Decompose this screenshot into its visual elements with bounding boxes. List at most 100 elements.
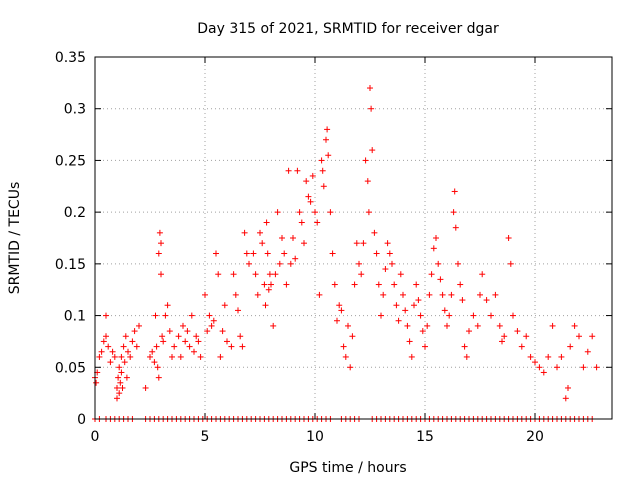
data-point [360, 240, 367, 247]
data-point [518, 343, 525, 350]
data-point [171, 343, 178, 350]
data-point [281, 250, 288, 257]
data-point [237, 333, 244, 340]
data-point [246, 260, 252, 267]
data-point [142, 384, 149, 391]
data-point [309, 172, 316, 179]
data-point [419, 328, 426, 335]
data-point [356, 260, 362, 267]
data-point [239, 343, 246, 350]
x-tick-label: 20 [526, 429, 544, 445]
data-point [451, 188, 458, 195]
data-point [488, 312, 494, 319]
data-point [307, 198, 314, 205]
data-point [580, 364, 587, 371]
data-point [422, 343, 428, 350]
y-tick-label: 0.2 [64, 205, 86, 221]
data-point [545, 353, 552, 360]
data-point [474, 322, 481, 329]
data-point [393, 302, 400, 309]
data-point [188, 312, 195, 319]
data-point [439, 291, 446, 298]
data-point [312, 209, 318, 216]
data-point [301, 240, 307, 247]
data-point [264, 250, 271, 257]
data-point [567, 343, 574, 350]
data-point [114, 395, 120, 402]
data-point [254, 291, 261, 298]
data-point [159, 333, 166, 340]
y-tick-label: 0.1 [64, 309, 86, 325]
data-point [402, 307, 409, 314]
data-point [565, 384, 571, 391]
data-point [109, 348, 116, 355]
data-point [221, 302, 228, 309]
data-point [365, 209, 372, 216]
data-point [129, 338, 136, 345]
data-point [411, 302, 417, 309]
data-point [455, 260, 461, 267]
data-point [362, 157, 369, 164]
data-point [327, 209, 334, 216]
data-point [496, 322, 503, 329]
data-point [177, 353, 184, 360]
data-point [305, 193, 312, 200]
data-point [121, 359, 128, 366]
data-point [593, 364, 600, 371]
data-point [122, 333, 129, 340]
data-point [93, 379, 100, 386]
data-point [191, 348, 197, 355]
data-point [450, 209, 457, 216]
data-point [265, 286, 272, 293]
data-point [224, 338, 230, 345]
data-point [213, 250, 219, 257]
data-point [514, 328, 521, 335]
data-point [336, 302, 343, 309]
data-point [103, 333, 109, 340]
data-point [466, 328, 472, 335]
data-point [444, 322, 450, 329]
data-point [250, 250, 257, 257]
data-point [382, 266, 389, 273]
data-point [100, 338, 107, 345]
data-point [160, 338, 167, 345]
data-point [131, 328, 138, 335]
data-point [397, 271, 404, 278]
data-point [408, 353, 415, 360]
tick-labels: 0 5 10 15 20 0 0.05 0.1 0.15 0.2 0.25 0.3 0.35 [55, 50, 544, 445]
data-point [584, 348, 591, 355]
data-point [215, 271, 222, 278]
data-point [274, 209, 281, 216]
data-point [413, 281, 420, 288]
data-point [428, 271, 435, 278]
data-point [320, 183, 327, 190]
data-point [369, 147, 376, 154]
data-point [210, 317, 217, 324]
data-point [367, 85, 373, 92]
data-point [492, 291, 499, 298]
data-point [298, 219, 305, 226]
data-point [384, 240, 391, 247]
data-point [325, 152, 332, 159]
data-point [296, 209, 303, 216]
data-point [155, 250, 162, 257]
data-point [118, 369, 125, 376]
data-point [347, 364, 354, 371]
data-point [230, 271, 237, 278]
data-point [283, 281, 290, 288]
data-point [180, 322, 186, 329]
data-point [314, 219, 321, 226]
data-point [386, 250, 393, 257]
data-point [202, 291, 208, 298]
data-point [358, 271, 365, 278]
data-point [353, 240, 360, 247]
data-point [459, 297, 466, 304]
data-point [303, 178, 310, 185]
data-point [342, 353, 349, 360]
data-point [98, 348, 105, 355]
data-point [158, 240, 164, 247]
data-point [272, 271, 279, 278]
data-point [182, 338, 189, 345]
x-tick-label: 0 [91, 429, 100, 445]
data-point [127, 353, 134, 360]
